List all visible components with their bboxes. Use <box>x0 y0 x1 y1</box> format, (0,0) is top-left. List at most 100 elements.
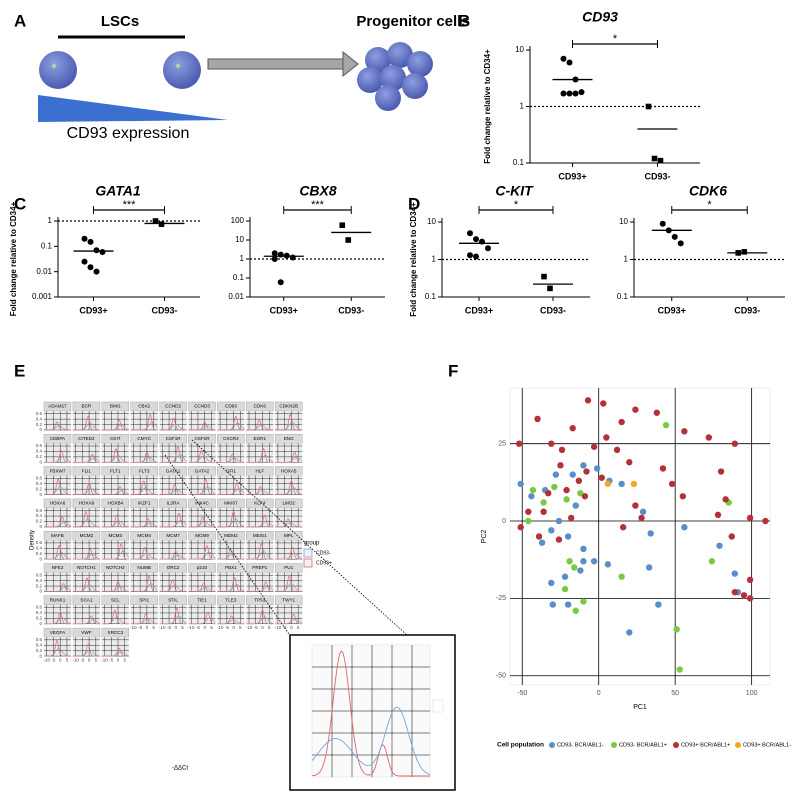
density-curve <box>101 486 129 495</box>
facet-label: NFE2 <box>52 565 64 570</box>
facet-panel <box>188 540 216 560</box>
x-tick-label: 0 <box>59 657 62 662</box>
facet-label: MPL <box>284 533 294 538</box>
point <box>517 524 524 531</box>
point <box>762 517 769 525</box>
density-curve <box>188 611 216 625</box>
density-curve <box>275 546 303 560</box>
y-tick-label: 0.2 <box>36 486 43 491</box>
density-curve <box>246 542 274 560</box>
x-tick-label: 0 <box>88 657 91 662</box>
density-curve <box>275 518 303 528</box>
y-tick-label: 0 <box>39 427 42 432</box>
point <box>551 483 558 491</box>
zoom-curve <box>311 650 430 777</box>
y-tick-label: 1 <box>48 216 53 225</box>
facet-panel <box>217 443 245 463</box>
point <box>645 103 652 110</box>
legend-label: CD93+ <box>316 560 332 566</box>
point <box>540 508 547 515</box>
point <box>560 55 567 62</box>
facet-panel <box>130 507 158 527</box>
facet-label: MKI67 <box>224 501 238 506</box>
facet-panel <box>217 411 245 430</box>
panel-label: F <box>448 361 458 380</box>
point <box>339 222 346 229</box>
x-tick-label: -5 <box>254 625 258 630</box>
y-tick-label: 0.1 <box>425 292 437 301</box>
x-tick-label: CD93+ <box>270 305 298 315</box>
point <box>525 517 532 525</box>
y-tick-label: 0.1 <box>513 158 525 167</box>
y-tick-label: 0 <box>502 518 506 525</box>
density-curve <box>159 607 187 625</box>
y-tick-label: 0.4 <box>36 481 43 486</box>
x-tick-label: 0 <box>290 625 293 630</box>
facet-panel <box>217 572 245 592</box>
point <box>566 59 573 66</box>
density-curve <box>159 579 187 592</box>
density-curve <box>101 543 129 560</box>
y-tick-label: 10 <box>515 45 524 54</box>
x-tick-label: CD93+ <box>558 171 586 181</box>
facet-panel <box>246 443 274 463</box>
facet-label: MCM2 <box>80 533 94 538</box>
facet-panel <box>130 540 158 560</box>
density-curve <box>72 415 100 431</box>
point <box>271 250 278 257</box>
facet-label: CCND2 <box>165 404 181 409</box>
facet-label: FBXW7 <box>50 468 66 473</box>
facet-label: INK4C <box>195 501 209 506</box>
point <box>584 397 592 404</box>
significance: *** <box>123 199 137 211</box>
facet-label: BMI1 <box>110 404 121 409</box>
point <box>563 496 570 503</box>
point <box>657 157 664 164</box>
point <box>99 248 106 255</box>
point <box>716 542 723 549</box>
facet-panel <box>130 604 158 624</box>
point <box>572 607 579 614</box>
point <box>557 462 564 469</box>
density-curve <box>246 447 274 463</box>
x-tick-label: 5 <box>268 625 271 630</box>
point <box>645 564 653 571</box>
facet-label: MDM2 <box>224 533 238 538</box>
x-tick-label: CD93+ <box>79 305 107 315</box>
y-tick-label: 10 <box>619 217 628 226</box>
point <box>548 579 555 587</box>
y-tick-label: 0.6 <box>36 411 43 416</box>
y-tick-label: 25 <box>498 441 506 448</box>
lscs-label: LSCs <box>101 13 139 30</box>
density-curve <box>159 417 187 431</box>
density-curve <box>101 580 129 592</box>
point <box>575 477 583 485</box>
point <box>647 530 654 537</box>
x-tick-label: -10 <box>275 625 282 630</box>
facet-panel <box>159 572 187 592</box>
point <box>590 558 598 565</box>
x-tick-label: -10 <box>72 657 79 662</box>
x-tick-label: -50 <box>517 690 527 697</box>
x-tick-label: CD93- <box>644 171 670 181</box>
y-axis-label: PC2 <box>481 530 488 544</box>
legend-label: CD93- BCR/ABL1- <box>557 742 604 748</box>
facet-label: TP53 <box>254 598 265 603</box>
y-tick-label: 0 <box>39 524 42 529</box>
point <box>580 462 587 469</box>
legend-key <box>549 742 555 748</box>
y-tick-label: 1 <box>240 254 245 263</box>
point <box>600 400 607 407</box>
point <box>681 524 688 531</box>
y-tick-label: 10 <box>235 235 244 244</box>
point <box>598 474 605 481</box>
point <box>705 434 713 441</box>
chart-title: CD93 <box>582 9 618 25</box>
plot-area <box>509 387 771 686</box>
point <box>717 468 725 475</box>
point <box>746 595 754 602</box>
facet-label: IL3RA <box>167 501 181 506</box>
y-tick-label: 0.6 <box>36 443 43 448</box>
density-curve <box>44 611 71 625</box>
density-curve <box>275 479 303 495</box>
